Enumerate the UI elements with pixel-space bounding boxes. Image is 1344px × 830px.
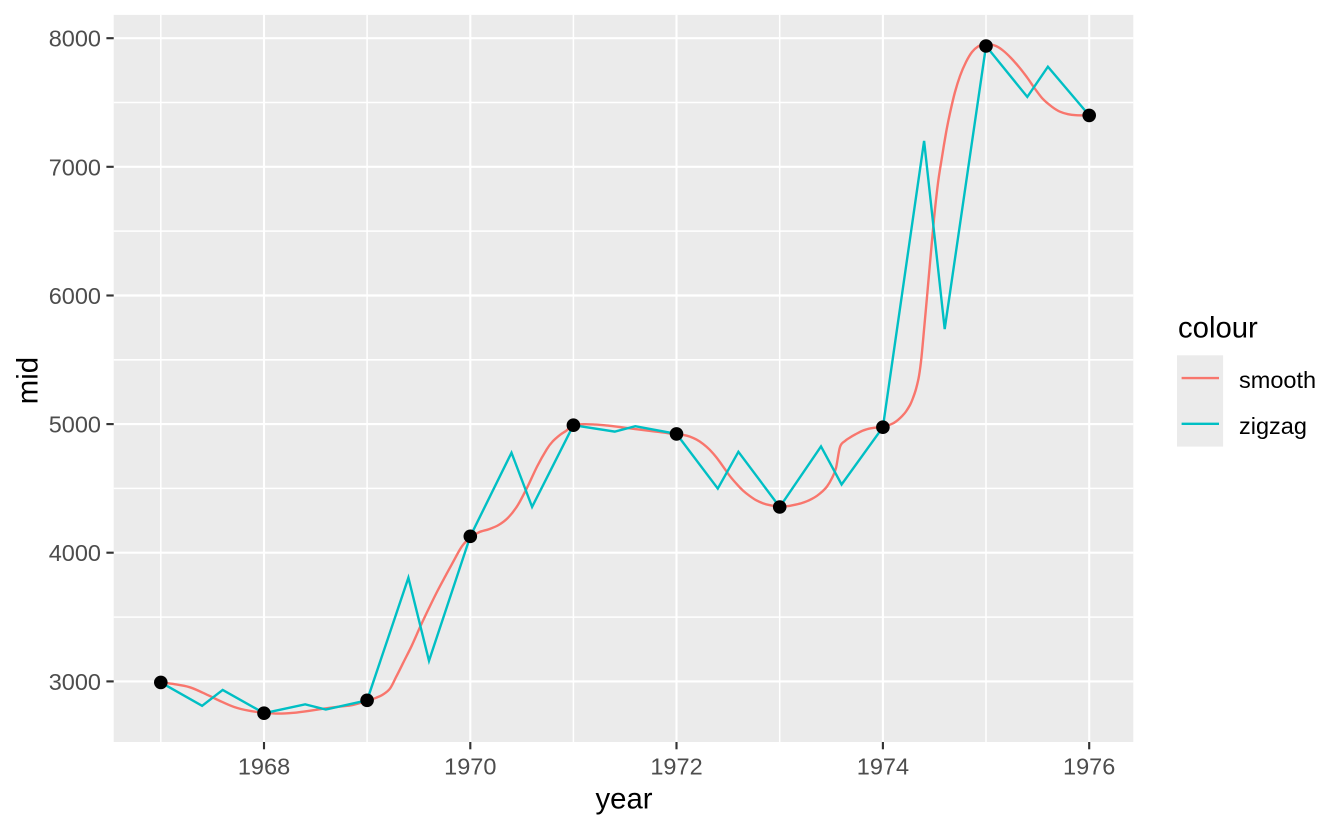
svg-text:colour: colour: [1178, 312, 1258, 345]
svg-text:1974: 1974: [857, 754, 909, 780]
svg-text:3000: 3000: [49, 669, 101, 695]
svg-text:1968: 1968: [238, 754, 290, 780]
svg-text:6000: 6000: [49, 283, 101, 309]
svg-text:5000: 5000: [49, 412, 101, 438]
svg-text:smooth: smooth: [1239, 367, 1316, 393]
svg-text:8000: 8000: [49, 26, 101, 52]
svg-text:4000: 4000: [49, 540, 101, 566]
svg-text:mid: mid: [11, 357, 44, 404]
svg-text:1970: 1970: [444, 754, 496, 780]
svg-text:zigzag: zigzag: [1239, 413, 1307, 439]
svg-text:year: year: [596, 783, 653, 816]
svg-text:1972: 1972: [650, 754, 702, 780]
svg-text:7000: 7000: [49, 154, 101, 180]
svg-text:1976: 1976: [1063, 754, 1115, 780]
